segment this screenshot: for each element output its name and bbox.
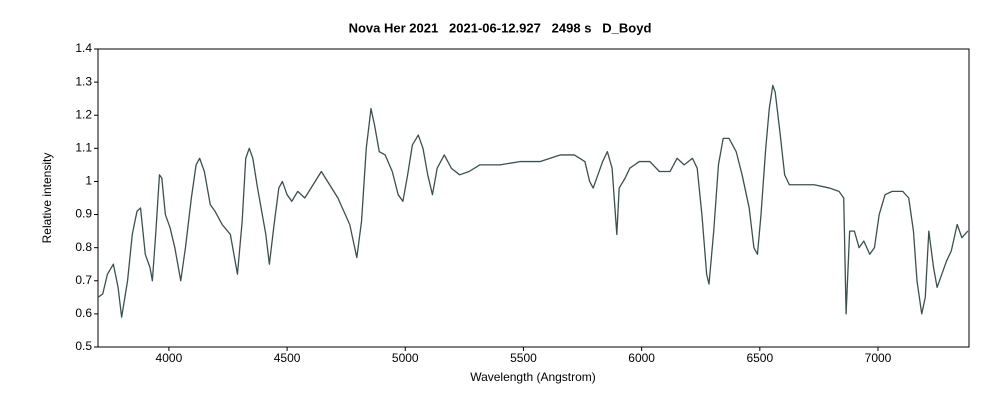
y-tick-label: 1.3 <box>75 74 92 88</box>
y-tick-label: 0.9 <box>75 207 92 221</box>
y-tick-label: 0.5 <box>75 339 92 353</box>
y-tick-label: 0.6 <box>75 306 92 320</box>
plot-frame <box>97 48 970 348</box>
x-tick-label: 4000 <box>156 351 183 365</box>
y-axis-label: Relative intensity <box>40 153 54 244</box>
y-tick-label: 0.7 <box>75 273 92 287</box>
x-tick-label: 5000 <box>392 351 419 365</box>
spectrum-line <box>97 84 969 318</box>
y-tick-label: 0.8 <box>75 240 92 254</box>
x-tick-label: 6500 <box>746 351 773 365</box>
x-tick-label: 6000 <box>628 351 655 365</box>
y-tick-label: 1 <box>85 174 92 188</box>
x-tick-label: 5500 <box>510 351 537 365</box>
x-tick-label: 7000 <box>865 351 892 365</box>
x-tick-label: 4500 <box>274 351 301 365</box>
y-tick-label: 1.2 <box>75 107 92 121</box>
x-axis-label: Wavelength (Angstrom) <box>470 370 596 384</box>
y-tick-label: 1.1 <box>75 141 92 155</box>
chart-title: Nova Her 2021 2021-06-12.927 2498 s D_Bo… <box>349 20 652 35</box>
y-tick-label: 1.4 <box>75 41 92 55</box>
